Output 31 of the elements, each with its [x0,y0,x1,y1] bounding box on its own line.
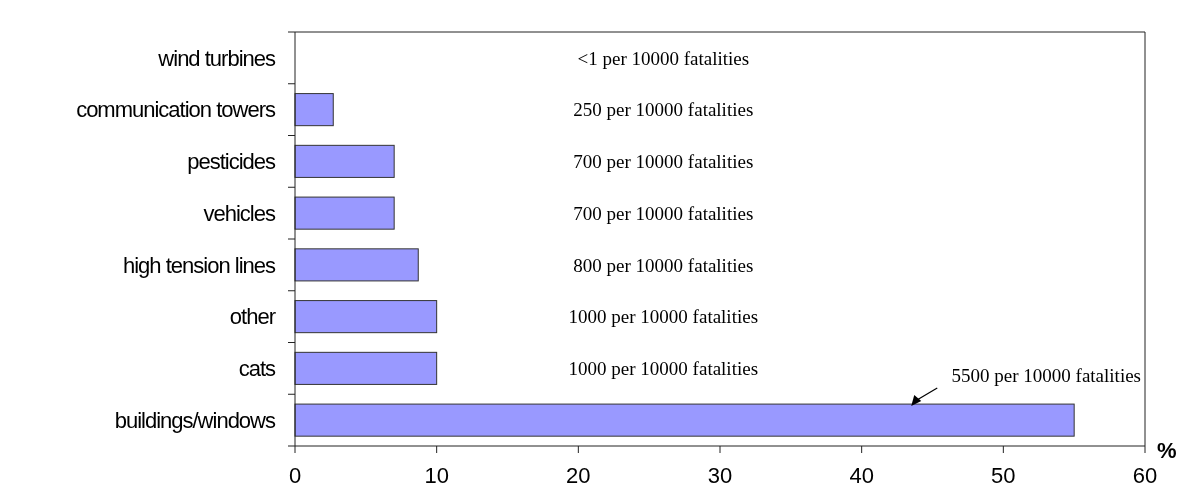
y-tick-label: vehicles [203,200,276,226]
annotation: 800 per 10000 fatalities [573,254,754,276]
annotation: 5500 per 10000 fatalities [951,365,1141,387]
annotation: 1000 per 10000 fatalities [568,358,759,380]
x-tick-label: 60 [1132,463,1158,488]
bar [294,144,395,178]
annotation: 1000 per 10000 fatalities [568,306,759,328]
y-tick-label: cats [238,356,276,382]
bar [294,351,438,385]
bar [294,93,334,127]
x-axis-title: % [1157,438,1177,463]
x-tick-label: 10 [424,463,449,488]
bar [294,196,395,230]
annotation: <1 per 10000 fatalities [577,47,750,69]
bar [294,300,438,334]
y-tick-label: high tension lines [122,252,276,278]
x-tick-label: 50 [991,463,1016,488]
y-tick-label: pesticides [187,149,276,175]
x-tick-label: 20 [566,463,591,488]
x-tick-label: 0 [288,463,302,488]
x-tick-label: 30 [707,463,733,488]
y-tick-label: wind turbines [157,45,276,71]
bar [294,248,419,282]
bar [294,403,1075,437]
y-tick-label: communication towers [76,97,276,123]
annotation: 250 per 10000 fatalities [573,99,754,121]
x-tick-label: 40 [849,463,874,488]
y-tick-label: buildings/windows [114,407,276,433]
annotation: 700 per 10000 fatalities [573,151,754,173]
y-tick-label: other [229,304,276,330]
annotation: 700 per 10000 fatalities [573,202,754,224]
